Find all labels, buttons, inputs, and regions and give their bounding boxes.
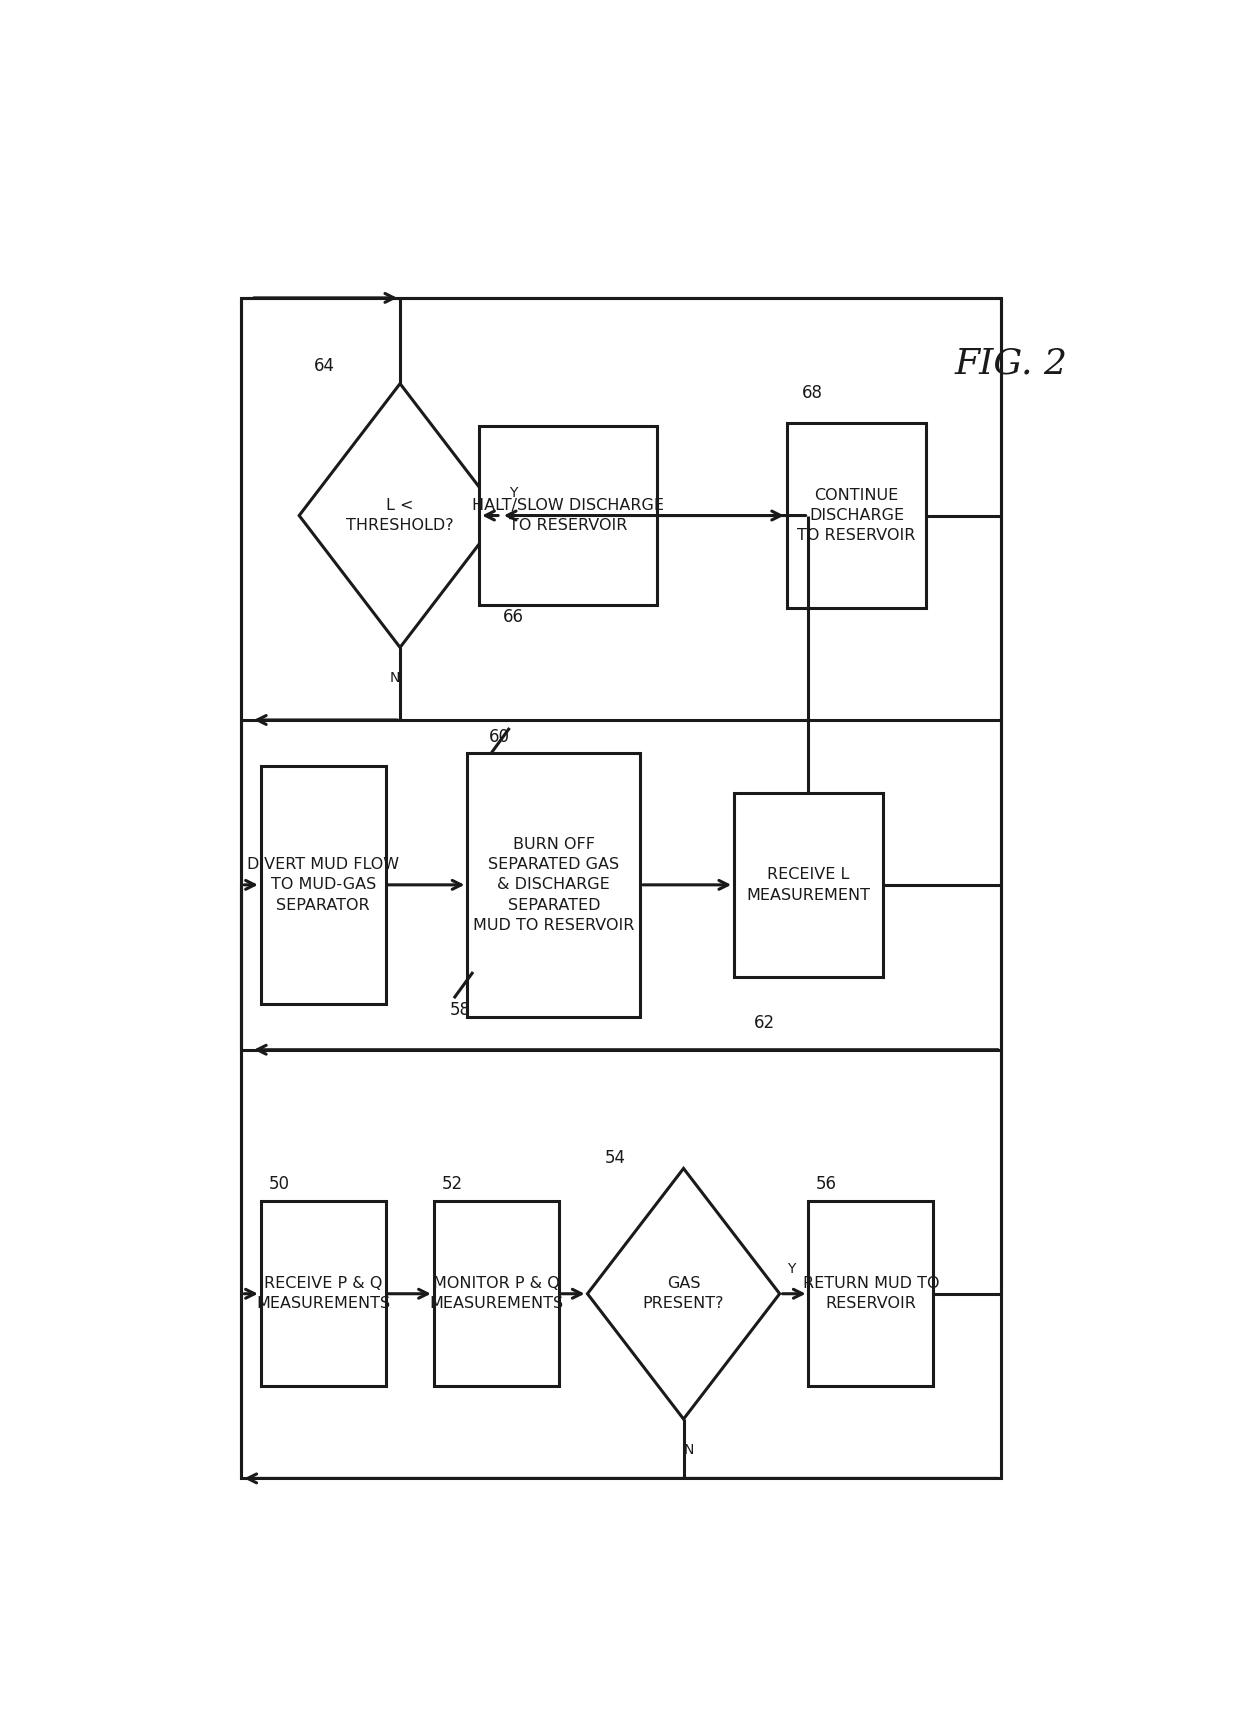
FancyBboxPatch shape bbox=[260, 766, 386, 1004]
Text: 62: 62 bbox=[754, 1014, 775, 1033]
Polygon shape bbox=[299, 384, 501, 648]
Text: 52: 52 bbox=[441, 1175, 463, 1194]
FancyBboxPatch shape bbox=[734, 793, 883, 976]
FancyBboxPatch shape bbox=[808, 1201, 934, 1386]
Text: N: N bbox=[391, 671, 401, 685]
Text: RECEIVE P & Q
MEASUREMENTS: RECEIVE P & Q MEASUREMENTS bbox=[257, 1276, 391, 1312]
Text: 60: 60 bbox=[489, 728, 510, 747]
FancyBboxPatch shape bbox=[467, 754, 640, 1018]
Text: GAS
PRESENT?: GAS PRESENT? bbox=[642, 1276, 724, 1312]
Text: FIG. 2: FIG. 2 bbox=[955, 346, 1068, 380]
Text: 64: 64 bbox=[314, 358, 335, 375]
Text: DIVERT MUD FLOW
TO MUD-GAS
SEPARATOR: DIVERT MUD FLOW TO MUD-GAS SEPARATOR bbox=[247, 856, 399, 913]
Text: MONITOR P & Q
MEASUREMENTS: MONITOR P & Q MEASUREMENTS bbox=[429, 1276, 563, 1312]
Text: Y: Y bbox=[508, 486, 517, 500]
Text: Y: Y bbox=[787, 1262, 796, 1276]
FancyBboxPatch shape bbox=[434, 1201, 558, 1386]
Text: 58: 58 bbox=[450, 1000, 471, 1019]
Text: 66: 66 bbox=[503, 608, 523, 625]
Text: RETURN MUD TO
RESERVOIR: RETURN MUD TO RESERVOIR bbox=[802, 1276, 939, 1312]
Text: CONTINUE
DISCHARGE
TO RESERVOIR: CONTINUE DISCHARGE TO RESERVOIR bbox=[797, 488, 915, 543]
Text: 54: 54 bbox=[605, 1149, 626, 1167]
Text: 56: 56 bbox=[816, 1175, 837, 1194]
Text: 50: 50 bbox=[268, 1175, 289, 1194]
Text: 68: 68 bbox=[802, 384, 823, 403]
FancyBboxPatch shape bbox=[480, 427, 657, 605]
Text: HALT/SLOW DISCHARGE
TO RESERVOIR: HALT/SLOW DISCHARGE TO RESERVOIR bbox=[472, 498, 665, 533]
Text: L <
THRESHOLD?: L < THRESHOLD? bbox=[346, 498, 454, 533]
FancyBboxPatch shape bbox=[260, 1201, 386, 1386]
Text: N: N bbox=[683, 1442, 693, 1456]
Polygon shape bbox=[588, 1168, 780, 1418]
FancyBboxPatch shape bbox=[787, 423, 926, 608]
Text: BURN OFF
SEPARATED GAS
& DISCHARGE
SEPARATED
MUD TO RESERVOIR: BURN OFF SEPARATED GAS & DISCHARGE SEPAR… bbox=[474, 836, 635, 934]
Text: RECEIVE L
MEASUREMENT: RECEIVE L MEASUREMENT bbox=[746, 867, 870, 903]
